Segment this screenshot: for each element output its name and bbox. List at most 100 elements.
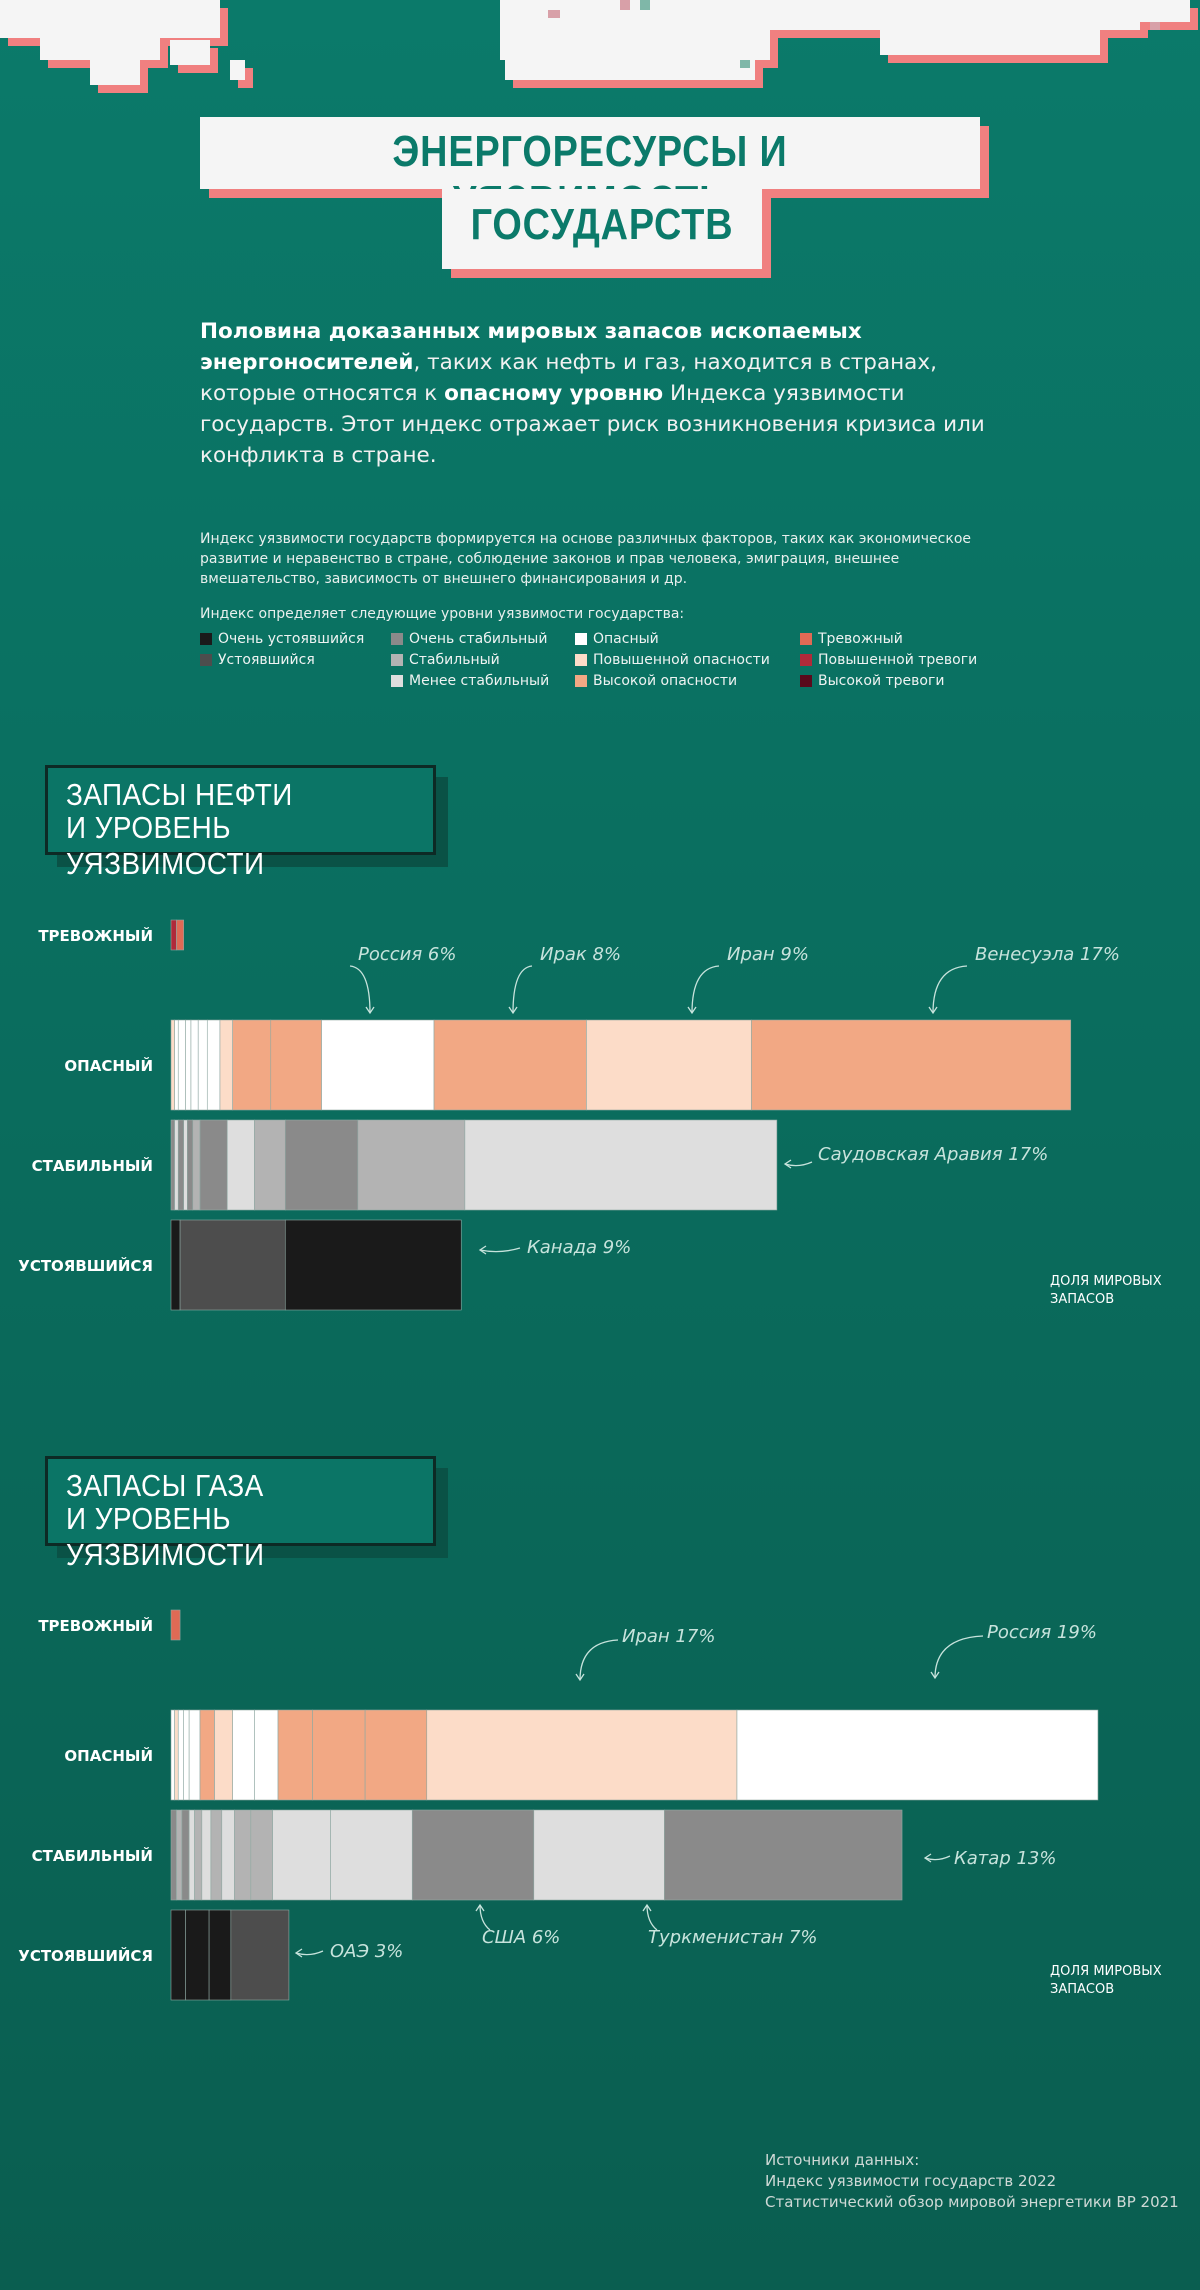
- bar-segment: [185, 1019, 192, 1111]
- bar-segment: [364, 1709, 428, 1801]
- bar-segment: [214, 1709, 233, 1801]
- bar-segment: [190, 1019, 199, 1111]
- gas-section-title-line2: И УРОВЕНЬ УЯЗВИМОСТИ: [66, 1501, 265, 1572]
- label-arrow: [512, 965, 533, 1014]
- index-description: Индекс уязвимости государств формируется…: [200, 531, 971, 587]
- label-arrow: [349, 965, 371, 1014]
- legend-label: Очень стабильный: [409, 631, 548, 647]
- world-map-decoration: [0, 0, 1198, 93]
- legend-swatch: [800, 675, 812, 687]
- legend-swatch: [575, 654, 587, 666]
- gas-chart: ТРЕВОЖНЫЙ ОПАСНЫЙ Иран 17% Россия 19% СТАБИЛ…: [18, 1609, 1162, 2001]
- oil-section-header: ЗАПАСЫ НЕФТИ И УРОВЕНЬ УЯЗВИМОСТИ: [45, 765, 436, 881]
- legend-label: Очень устоявшийся: [218, 631, 365, 647]
- bar-segment: [170, 1019, 175, 1111]
- bar-segment: [208, 1909, 232, 2001]
- label-arrowhead: [928, 1006, 938, 1015]
- bar-segment: [177, 1119, 184, 1211]
- bar-segment: [170, 1909, 186, 2001]
- bar-segment: [232, 1709, 255, 1801]
- x-axis-label: ЗАПАСОВ: [1050, 1292, 1114, 1307]
- legend-label: Высокой тревоги: [818, 673, 945, 689]
- legend-label: Стабильный: [409, 652, 500, 668]
- bar-segment: [183, 1709, 190, 1801]
- label-arrowhead: [783, 1159, 792, 1169]
- legend-item-high-alert: Высокой тревоги: [800, 673, 944, 689]
- category-label: УСТОЯВШИЙСЯ: [18, 1946, 153, 1965]
- category-label: ТРЕВОЖНЫЙ: [38, 926, 153, 945]
- bar-segment: [312, 1709, 366, 1801]
- data-label: Россия 6%: [358, 944, 456, 965]
- bar-segment: [170, 1809, 177, 1901]
- bar-segment: [426, 1709, 738, 1801]
- data-label: Туркменистан 7%: [648, 1927, 818, 1948]
- sources-heading: Источники данных:: [765, 2151, 920, 2169]
- bar-segment: [185, 1909, 210, 2001]
- bar-segment: [411, 1809, 535, 1901]
- label-arrowhead: [923, 1853, 932, 1863]
- bar-segment: [181, 1809, 190, 1901]
- oil-section-title-line2: И УРОВЕНЬ УЯЗВИМОСТИ: [66, 810, 265, 881]
- bar-segment: [174, 1709, 179, 1801]
- category-label: СТАБИЛЬНЫЙ: [32, 1156, 153, 1175]
- legend-swatch: [200, 654, 212, 666]
- bar-segment: [192, 1119, 201, 1211]
- sources: Источники данных: Индекс уязвимости госу…: [765, 2150, 1179, 2213]
- legend-item-alert: Тревожный: [800, 631, 903, 647]
- category-label: СТАБИЛЬНЫЙ: [32, 1846, 153, 1865]
- category-label: ТРЕВОЖНЫЙ: [38, 1616, 153, 1635]
- data-label: Ирак 8%: [540, 944, 621, 965]
- label-arrowhead: [475, 1903, 485, 1912]
- legend-label: Повышенной опасности: [593, 652, 770, 668]
- bar-segment: [170, 1119, 175, 1211]
- bar-segment: [250, 1809, 273, 1901]
- bar-segment: [664, 1809, 903, 1901]
- legend-item-elevated-alert: Повышенной тревоги: [800, 652, 977, 668]
- legend-intro: Индекс определяет следующие уровни уязви…: [200, 606, 685, 622]
- bar-segment: [234, 1809, 252, 1901]
- gas-section-title-line1: ЗАПАСЫ ГАЗА: [66, 1468, 264, 1503]
- label-arrow: [934, 1635, 984, 1679]
- label-arrowhead: [642, 1903, 652, 1912]
- bar-segment: [174, 1119, 179, 1211]
- data-label: Катар 13%: [954, 1848, 1056, 1869]
- x-axis-label: ЗАПАСОВ: [1050, 1982, 1114, 1997]
- legend-label: Менее стабильный: [409, 673, 550, 689]
- legend-swatch: [391, 675, 403, 687]
- legend-label: Тревожный: [818, 631, 903, 647]
- bar-segment: [232, 1019, 272, 1111]
- data-label: Венесуэла 17%: [975, 944, 1120, 965]
- bar-segment: [197, 1019, 208, 1111]
- lead-bold-2: опасному уровню: [444, 381, 664, 406]
- bar-segment: [201, 1809, 212, 1901]
- bar-segment: [284, 1119, 359, 1211]
- lead-bold-1: Половина доказанных мировых запасов иско…: [200, 319, 862, 375]
- label-arrow: [646, 1904, 658, 1931]
- bar-segment: [751, 1019, 1072, 1111]
- bar-segment: [174, 1019, 179, 1111]
- label-arrowhead: [930, 1671, 940, 1680]
- oil-chart: ТРЕВОЖНЫЙ ОПАСНЫЙ Россия 6% Ирак 8% Иран 9% В…: [18, 919, 1162, 1311]
- bar-segment: [277, 1709, 313, 1801]
- legend-item-warning: Опасный: [575, 631, 659, 647]
- page-title-line2: ГОСУДАРСТВ: [470, 200, 734, 249]
- lead-text-2: Индекса уязвимости государств. Этот инде…: [200, 381, 985, 468]
- label-arrowhead: [478, 1245, 487, 1255]
- bar-segment: [230, 1909, 290, 2001]
- bar-segment: [330, 1809, 413, 1901]
- source-bp: Статистический обзор мировой энергетики …: [765, 2193, 1179, 2211]
- label-arrow: [479, 1904, 491, 1931]
- legend-swatch: [391, 633, 403, 645]
- legend-label: Высокой опасности: [593, 673, 738, 689]
- bar-segment: [179, 1219, 286, 1311]
- label-arrowhead: [508, 1006, 518, 1015]
- legend-item-high-warning: Высокой опасности: [575, 673, 737, 689]
- gas-section-header: ЗАПАСЫ ГАЗА И УРОВЕНЬ УЯЗВИМОСТИ: [45, 1456, 436, 1572]
- category-label: ОПАСНЫЙ: [64, 1746, 153, 1765]
- label-arrowhead: [575, 1673, 585, 1682]
- data-label: Россия 19%: [987, 1622, 1097, 1643]
- label-arrow: [479, 1247, 521, 1253]
- x-axis-label: ДОЛЯ МИРОВЫХ: [1050, 1274, 1162, 1289]
- label-arrow: [295, 1950, 324, 1956]
- bar-segment: [170, 1609, 181, 1641]
